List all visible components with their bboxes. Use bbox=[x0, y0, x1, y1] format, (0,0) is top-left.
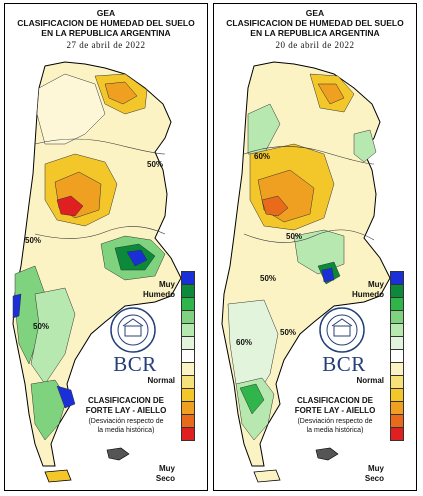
contour-label: 50% bbox=[260, 274, 277, 283]
legend-label-humedo: Humedo bbox=[352, 290, 384, 299]
bolsa-de-comercio-seal-icon bbox=[110, 307, 156, 353]
legend-swatch bbox=[181, 427, 195, 441]
argentina-soil-moisture-map bbox=[221, 61, 391, 483]
legend-swatch bbox=[181, 271, 195, 285]
legend-swatch bbox=[390, 427, 404, 441]
classification-line4: la media histórica) bbox=[97, 427, 155, 434]
legend-label-normal: Normal bbox=[356, 376, 384, 385]
zone-south-wetter bbox=[239, 383, 265, 415]
legend-scale bbox=[390, 271, 404, 441]
zone-sw-wet bbox=[12, 293, 22, 319]
contour-line bbox=[243, 229, 375, 243]
legend-label-muy: Muy bbox=[368, 280, 384, 289]
legend-swatch bbox=[181, 336, 195, 350]
legend-swatch bbox=[390, 310, 404, 324]
legend-label-muy: Muy bbox=[368, 464, 384, 473]
zone-patagonia-light bbox=[30, 287, 76, 385]
classification-line1: CLASIFICACION DE bbox=[88, 396, 164, 405]
zone-east-core bbox=[126, 249, 148, 267]
classification-line3: (Desviación respecto de bbox=[297, 418, 373, 425]
header-title: CLASIFICACION DE HUMEDAD DEL SUELO bbox=[17, 18, 195, 28]
legend-swatch bbox=[390, 284, 404, 298]
legend-swatch bbox=[390, 349, 404, 363]
zone-east-core bbox=[321, 267, 335, 283]
legend-swatch bbox=[390, 362, 404, 376]
contour-label: 50% bbox=[286, 232, 303, 241]
legend-swatch bbox=[390, 323, 404, 337]
legend-swatch bbox=[390, 401, 404, 415]
contour-label: 50% bbox=[147, 160, 164, 169]
malvinas-islands bbox=[315, 447, 339, 461]
header-subtitle: EN LA REPUBLICA ARGENTINA bbox=[41, 28, 171, 38]
legend-swatch bbox=[390, 375, 404, 389]
header-subtitle: EN LA REPUBLICA ARGENTINA bbox=[250, 28, 380, 38]
zone-center-core bbox=[261, 195, 289, 217]
contour-line bbox=[243, 146, 375, 165]
zone-nw bbox=[36, 73, 106, 145]
zone-nw-wet bbox=[247, 103, 281, 155]
legend-label-muy: Muy bbox=[159, 280, 175, 289]
tierra-del-fuego bbox=[44, 469, 72, 483]
legend-swatch bbox=[181, 362, 195, 376]
header-date: 20 de abril de 2022 bbox=[275, 40, 355, 50]
bolsa-de-comercio-seal-icon bbox=[319, 307, 365, 353]
zone-south-wet bbox=[30, 379, 68, 441]
zone-ne-wet bbox=[353, 129, 377, 163]
header-title: CLASIFICACION DE HUMEDAD DEL SUELO bbox=[226, 18, 404, 28]
legend-swatch bbox=[181, 401, 195, 415]
contour-label: 60% bbox=[236, 338, 253, 347]
header-gea: GEA bbox=[96, 8, 116, 18]
map-panel-left: GEA CLASIFICACION DE HUMEDAD DEL SUELO E… bbox=[4, 3, 208, 491]
classification-line1: CLASIFICACION DE bbox=[297, 396, 373, 405]
classification-line2: FORTE LAY - AIELLO bbox=[85, 406, 167, 415]
legend-swatch bbox=[390, 336, 404, 350]
zone-center-core bbox=[56, 195, 84, 217]
legend-swatch bbox=[181, 349, 195, 363]
legend-swatch bbox=[181, 323, 195, 337]
legend-label-seco: Seco bbox=[155, 474, 175, 483]
legend-swatch bbox=[181, 310, 195, 324]
zone-coast-wet bbox=[56, 385, 76, 409]
classification-line2: FORTE LAY - AIELLO bbox=[294, 406, 376, 415]
zone-ne-core bbox=[317, 83, 345, 105]
argentina-soil-moisture-map bbox=[12, 61, 182, 483]
malvinas-islands bbox=[106, 447, 130, 461]
legend-swatch bbox=[181, 375, 195, 389]
legend-swatch bbox=[181, 284, 195, 298]
contour-line bbox=[34, 138, 166, 155]
legend-swatch bbox=[181, 297, 195, 311]
legend-swatch bbox=[181, 388, 195, 402]
header-date: 27 de abril de 2022 bbox=[66, 40, 146, 50]
legend-label-muy: Muy bbox=[159, 464, 175, 473]
legend-scale bbox=[181, 271, 195, 441]
bcr-logo-text: BCR bbox=[322, 352, 366, 376]
legend-swatch bbox=[390, 388, 404, 402]
zone-ne-core bbox=[104, 81, 138, 105]
legend-label-normal: Normal bbox=[147, 376, 175, 385]
classification-line4: la media histórica) bbox=[306, 427, 364, 434]
legend-swatch bbox=[390, 271, 404, 285]
classification-line3: (Desviación respecto de bbox=[88, 418, 164, 425]
legend-swatch bbox=[390, 414, 404, 428]
contour-label: 60% bbox=[254, 152, 271, 161]
legend-label-humedo: Humedo bbox=[143, 290, 175, 299]
legend-label-seco: Seco bbox=[364, 474, 384, 483]
contour-label: 50% bbox=[25, 236, 42, 245]
bcr-logo-text: BCR bbox=[113, 352, 157, 376]
contour-line bbox=[34, 226, 166, 239]
legend-swatch bbox=[390, 297, 404, 311]
contour-label: 50% bbox=[33, 322, 50, 331]
map-panel-right: GEA CLASIFICACION DE HUMEDAD DEL SUELO E… bbox=[213, 3, 417, 491]
tierra-del-fuego bbox=[253, 469, 281, 483]
contour-label: 50% bbox=[280, 328, 297, 337]
legend-swatch bbox=[181, 414, 195, 428]
header-gea: GEA bbox=[305, 8, 325, 18]
